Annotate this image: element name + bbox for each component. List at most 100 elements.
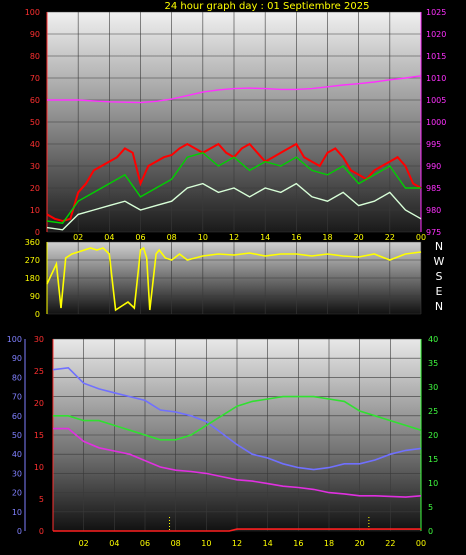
compass-letter: S bbox=[436, 270, 443, 283]
right-y-tick-label: 15 bbox=[428, 455, 438, 464]
direction-y-tick-label: 0 bbox=[35, 310, 40, 319]
hour-tick-label: 16 bbox=[291, 233, 301, 242]
wind-y-tick-label: 30 bbox=[30, 162, 40, 171]
hour-tick-label: 22 bbox=[385, 539, 395, 548]
hour-tick-label: 06 bbox=[135, 233, 145, 242]
right-axis-ticks: 40 35 30 25 20 15 10 5 0 bbox=[428, 335, 438, 536]
right-y-tick-label: 10 bbox=[428, 479, 438, 488]
temp-series-line-1 bbox=[53, 395, 422, 441]
hour-tick-label: 18 bbox=[322, 233, 332, 242]
rain-y-tick-label: 80 bbox=[12, 373, 22, 382]
hour-tick-label: 20 bbox=[354, 233, 364, 242]
temperature-y-tick-label: 25 bbox=[34, 367, 44, 376]
hour-tick-label: 02 bbox=[79, 539, 89, 548]
temperature-y-tick-label: 0 bbox=[39, 527, 44, 536]
direction-series-line bbox=[46, 246, 422, 312]
temperature-y-tick-label: 15 bbox=[34, 431, 44, 440]
right-y-tick-label: 5 bbox=[428, 503, 433, 512]
direction-y-tick-label: 270 bbox=[25, 256, 40, 265]
wind-y-tick-label: 70 bbox=[30, 74, 40, 83]
hour-tick-label: 22 bbox=[385, 233, 395, 242]
chart-title: 24 hour graph day : 01 Septiembre 2025 bbox=[165, 1, 370, 12]
temperature-y-tick-label: 10 bbox=[34, 463, 44, 472]
hour-tick-label: 18 bbox=[324, 539, 334, 548]
hour-tick-label: 00 bbox=[416, 233, 426, 242]
wind-y-tick-label: 60 bbox=[30, 96, 40, 105]
compass-letter: W bbox=[434, 255, 445, 268]
wind-grid bbox=[46, 11, 422, 233]
rain-y-tick-label: 0 bbox=[17, 527, 22, 536]
temperature-y-tick-label: 5 bbox=[39, 495, 44, 504]
pressure-y-tick-label: 1020 bbox=[426, 30, 446, 39]
direction-y-tick-label: 90 bbox=[30, 292, 40, 301]
wind-series-line-2 bbox=[46, 182, 422, 231]
right-y-tick-label: 30 bbox=[428, 383, 438, 392]
pressure-right-axis-ticks: 1025 1020 1015 1010 1005 1000 995 990 985 980 975 bbox=[426, 8, 446, 237]
hour-tick-label: 08 bbox=[171, 539, 181, 548]
hour-tick-label: 20 bbox=[355, 539, 365, 548]
compass-letter: E bbox=[436, 285, 443, 298]
pressure-y-tick-label: 975 bbox=[426, 228, 441, 237]
hour-tick-label: 16 bbox=[293, 539, 303, 548]
wind-series-lines bbox=[46, 75, 422, 231]
rain-y-tick-label: 90 bbox=[12, 354, 22, 363]
temp-hour-ticks: 02 04 06 08 10 12 14 16 18 20 22 00 bbox=[79, 539, 427, 548]
temperature-axis-ticks: 30 25 20 15 10 5 0 bbox=[34, 335, 44, 536]
hour-tick-label: 06 bbox=[140, 539, 150, 548]
wind-series-line-1 bbox=[46, 152, 421, 224]
hour-tick-label: 08 bbox=[167, 233, 177, 242]
pressure-y-tick-label: 1000 bbox=[426, 118, 446, 127]
pressure-y-tick-label: 1015 bbox=[426, 52, 446, 61]
wind-hour-ticks: 02 04 06 08 10 12 14 16 18 20 22 00 bbox=[73, 233, 426, 242]
temp-series-lines bbox=[52, 366, 422, 532]
direction-y-tick-label: 180 bbox=[25, 274, 40, 283]
pressure-y-tick-label: 980 bbox=[426, 206, 441, 215]
rain-y-tick-label: 70 bbox=[12, 393, 22, 402]
rain-y-tick-label: 40 bbox=[12, 450, 22, 459]
pressure-y-tick-label: 1010 bbox=[426, 74, 446, 83]
wind-y-tick-label: 40 bbox=[30, 140, 40, 149]
pressure-y-tick-label: 990 bbox=[426, 162, 441, 171]
wind-y-tick-label: 100 bbox=[25, 8, 40, 17]
hour-tick-label: 10 bbox=[198, 233, 208, 242]
temp-series-line-2 bbox=[53, 427, 422, 498]
temperature-y-tick-label: 20 bbox=[34, 399, 44, 408]
rain-y-tick-label: 30 bbox=[12, 469, 22, 478]
wind-y-tick-label: 0 bbox=[35, 228, 40, 237]
rain-y-tick-label: 100 bbox=[7, 335, 22, 344]
pressure-y-tick-label: 985 bbox=[426, 184, 441, 193]
wind-y-tick-label: 50 bbox=[30, 118, 40, 127]
rain-y-tick-label: 20 bbox=[12, 489, 22, 498]
hour-tick-label: 14 bbox=[260, 233, 270, 242]
pressure-y-tick-label: 995 bbox=[426, 140, 441, 149]
temperature-y-tick-label: 30 bbox=[34, 335, 44, 344]
temp-series-line-0 bbox=[52, 366, 422, 471]
wind-y-tick-label: 90 bbox=[30, 30, 40, 39]
wind-y-tick-label: 10 bbox=[30, 206, 40, 215]
rain-y-tick-label: 10 bbox=[12, 508, 22, 517]
wind-series-line-3 bbox=[47, 75, 422, 104]
right-y-tick-label: 35 bbox=[428, 359, 438, 368]
hour-tick-label: 12 bbox=[232, 539, 242, 548]
temp-grid bbox=[24, 338, 422, 532]
hour-tick-label: 00 bbox=[416, 539, 426, 548]
hour-tick-label: 14 bbox=[263, 539, 273, 548]
wind-y-tick-label: 20 bbox=[30, 184, 40, 193]
wind-y-tick-label: 80 bbox=[30, 52, 40, 61]
hour-tick-label: 02 bbox=[73, 233, 83, 242]
direction-series-line bbox=[46, 246, 422, 312]
rain-y-tick-label: 50 bbox=[12, 431, 22, 440]
hour-tick-label: 04 bbox=[109, 539, 119, 548]
right-y-tick-label: 20 bbox=[428, 431, 438, 440]
hour-tick-label: 10 bbox=[201, 539, 211, 548]
pressure-y-tick-label: 1005 bbox=[426, 96, 446, 105]
hour-tick-label: 04 bbox=[104, 233, 114, 242]
right-y-tick-label: 0 bbox=[428, 527, 433, 536]
